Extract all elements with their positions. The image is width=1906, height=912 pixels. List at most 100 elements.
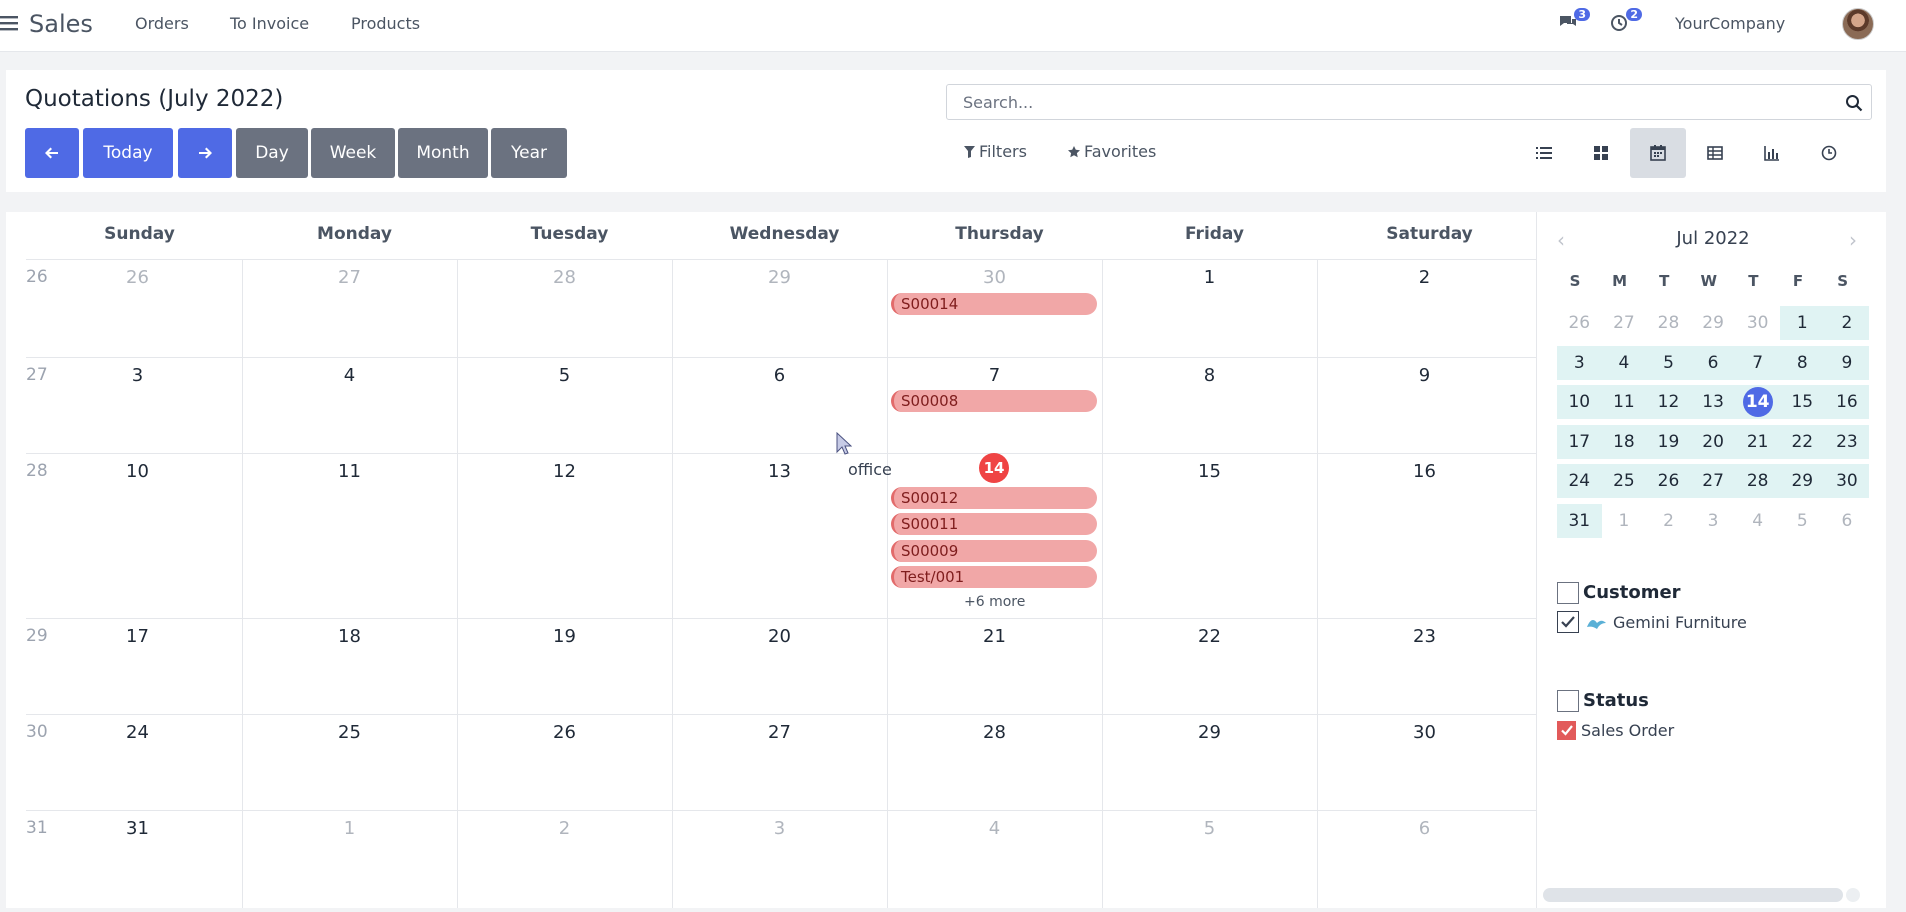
calendar-day-number[interactable]: 30	[983, 267, 1006, 288]
pivot-view-icon[interactable]	[1687, 128, 1743, 178]
calendar-day-number[interactable]: 2	[558, 818, 571, 839]
more-events-link[interactable]: +6 more	[964, 594, 1026, 610]
calendar-day-number[interactable]: 6	[773, 365, 786, 386]
company-switcher[interactable]: YourCompany	[1675, 14, 1786, 33]
mini-calendar-day[interactable]: 22	[1780, 424, 1825, 459]
list-view-icon[interactable]	[1516, 128, 1572, 178]
kanban-view-icon[interactable]	[1573, 128, 1629, 178]
calendar-day-number[interactable]: 21	[983, 626, 1006, 647]
customer-filter-all-checkbox[interactable]	[1557, 582, 1579, 604]
calendar-day-number[interactable]: 23	[1413, 626, 1436, 647]
mini-calendar-day[interactable]: 6	[1690, 345, 1736, 380]
calendar-day-number[interactable]: 11	[338, 461, 361, 482]
calendar-day-number[interactable]: 9	[1418, 365, 1431, 386]
search-icon[interactable]	[1845, 94, 1863, 112]
calendar-day-number[interactable]: 27	[768, 722, 791, 743]
horizontal-scrollbar[interactable]	[1543, 888, 1843, 902]
mini-calendar-day[interactable]: 11	[1601, 385, 1647, 419]
mini-calendar-day[interactable]: 3	[1557, 345, 1602, 380]
calendar-day-number[interactable]: 1	[1203, 267, 1216, 288]
scale-month-button[interactable]: Month	[398, 128, 488, 178]
favorites-toggle[interactable]: Favorites	[1068, 142, 1156, 161]
calendar-day-number[interactable]: 18	[338, 626, 361, 647]
filters-toggle[interactable]: Filters	[964, 142, 1027, 161]
mini-calendar-day[interactable]: 17	[1557, 424, 1602, 459]
calendar-day-number[interactable]: 13	[768, 461, 791, 482]
mini-calendar-next-icon[interactable]: ›	[1849, 228, 1857, 252]
calendar-day-number[interactable]: 2	[1418, 267, 1431, 288]
calendar-day-number[interactable]: 5	[1203, 818, 1216, 839]
customer-filter-checkbox[interactable]	[1557, 611, 1579, 633]
calendar-day-number[interactable]: 20	[768, 626, 791, 647]
scale-day-button[interactable]: Day	[236, 128, 308, 178]
mini-calendar-day[interactable]: 19	[1646, 424, 1691, 459]
mini-calendar-day[interactable]: 25	[1601, 464, 1647, 498]
calendar-day-number[interactable]: 4	[343, 365, 356, 386]
calendar-day-number[interactable]: 3	[773, 818, 786, 839]
event-s00012[interactable]: S00012	[891, 487, 1097, 509]
mini-calendar-day[interactable]: 27	[1690, 464, 1736, 498]
mini-calendar-prev-icon[interactable]: ‹	[1557, 228, 1565, 252]
customer-filter-label[interactable]: Gemini Furniture	[1613, 613, 1747, 632]
calendar-day-number[interactable]: 15	[1198, 461, 1221, 482]
mini-calendar-day[interactable]: 15	[1780, 385, 1825, 419]
mini-calendar-day[interactable]: 4	[1601, 345, 1647, 380]
calendar-day-number[interactable]: 19	[553, 626, 576, 647]
calendar-day-number[interactable]: 1	[343, 818, 356, 839]
mini-calendar-day[interactable]: 29	[1780, 464, 1825, 498]
mini-calendar-day[interactable]: 26	[1646, 464, 1691, 498]
mini-calendar-today[interactable]: 14	[1735, 385, 1780, 419]
mini-calendar-day[interactable]: 18	[1601, 424, 1647, 459]
activities-clock-icon[interactable]: 2	[1610, 8, 1642, 34]
event-s00008[interactable]: S00008	[891, 390, 1097, 412]
calendar-day-number[interactable]: 31	[126, 818, 149, 839]
mini-calendar-day[interactable]: 23	[1824, 424, 1870, 459]
calendar-day-number[interactable]: 25	[338, 722, 361, 743]
event-test-001[interactable]: Test/001	[891, 566, 1097, 588]
calendar-day-number[interactable]: 22	[1198, 626, 1221, 647]
event-s00009[interactable]: S00009	[891, 540, 1097, 562]
calendar-day-number[interactable]: 26	[126, 267, 149, 288]
mini-calendar-day[interactable]: 30	[1824, 464, 1870, 498]
mini-calendar-day[interactable]: 28	[1735, 464, 1780, 498]
mini-calendar-day[interactable]: 10	[1557, 385, 1602, 419]
app-name[interactable]: Sales	[29, 10, 93, 38]
mini-calendar-day[interactable]: 28	[1657, 313, 1680, 333]
mini-calendar-day[interactable]: 6	[1841, 510, 1853, 531]
status-filter-checkbox[interactable]	[1557, 721, 1576, 740]
mini-calendar-day[interactable]: 21	[1735, 424, 1780, 459]
messages-icon[interactable]: 3	[1558, 8, 1590, 34]
calendar-day-number[interactable]: 16	[1413, 461, 1436, 482]
mini-calendar-day[interactable]: 9	[1824, 345, 1870, 380]
mini-calendar-day[interactable]: 5	[1796, 510, 1808, 531]
nav-products[interactable]: Products	[351, 14, 421, 33]
calendar-day-number[interactable]: 29	[768, 267, 791, 288]
graph-view-icon[interactable]	[1744, 128, 1800, 178]
calendar-day-number[interactable]: 28	[983, 722, 1006, 743]
mini-calendar-day[interactable]: 31	[1557, 503, 1602, 538]
event-s00014[interactable]: S00014	[891, 293, 1097, 315]
calendar-day-number[interactable]: 5	[558, 365, 571, 386]
previous-button[interactable]	[25, 128, 79, 178]
mini-calendar-day[interactable]: 26	[1568, 313, 1591, 333]
mini-calendar-day[interactable]: 29	[1702, 313, 1724, 333]
mini-calendar-day[interactable]: 24	[1557, 464, 1602, 498]
mini-calendar-day[interactable]: 27	[1613, 313, 1635, 333]
calendar-day-number[interactable]: 27	[338, 267, 361, 288]
mini-calendar-day[interactable]: 7	[1735, 345, 1780, 380]
calendar-day-number[interactable]: 6	[1418, 818, 1431, 839]
mini-calendar-day[interactable]: 8	[1780, 345, 1825, 380]
user-avatar[interactable]	[1842, 8, 1874, 40]
calendar-day-number[interactable]: 17	[126, 626, 149, 647]
calendar-day-number[interactable]: 7	[988, 365, 1001, 386]
event-s00011[interactable]: S00011	[891, 513, 1097, 535]
calendar-day-number[interactable]: 24	[126, 722, 149, 743]
mini-calendar-day[interactable]: 12	[1646, 385, 1691, 419]
mini-calendar-day[interactable]: 4	[1752, 510, 1764, 531]
nav-orders[interactable]: Orders	[135, 14, 189, 33]
scale-week-button[interactable]: Week	[311, 128, 395, 178]
mini-calendar-day[interactable]: 2	[1663, 510, 1674, 531]
calendar-day-number[interactable]: 30	[1413, 722, 1436, 743]
mini-calendar-day[interactable]: 2	[1824, 306, 1870, 340]
activity-view-icon[interactable]	[1801, 128, 1857, 178]
